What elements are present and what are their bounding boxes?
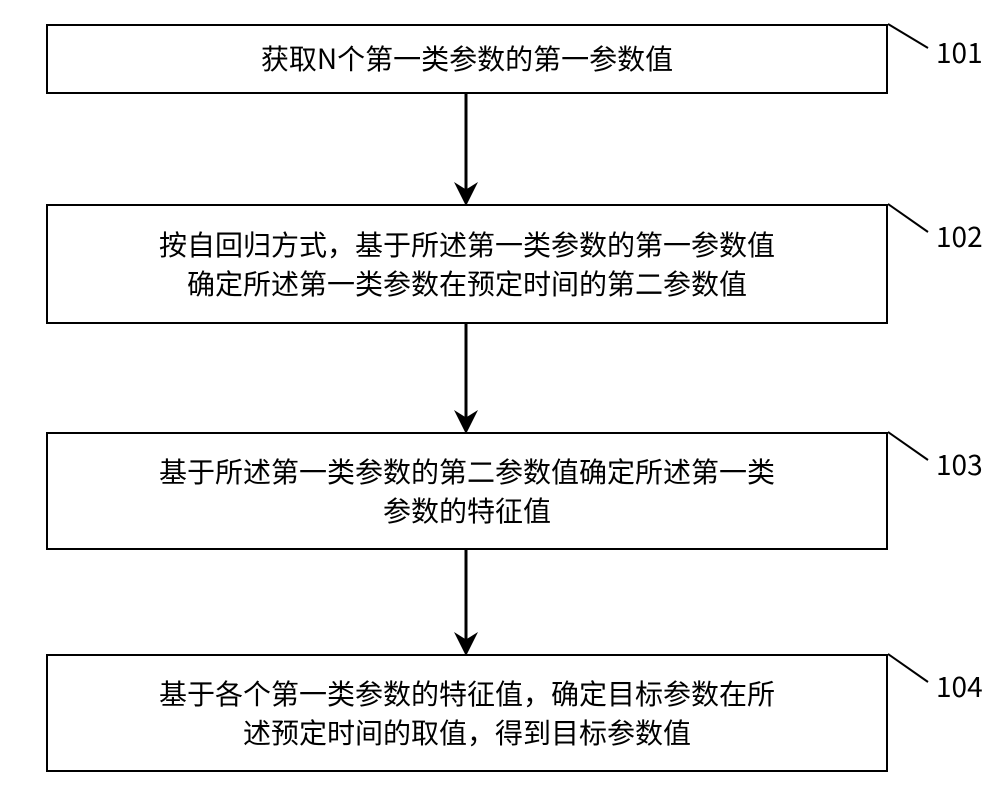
flowchart-canvas: 获取N个第一类参数的第一参数值 101 按自回归方式，基于所述第一类参数的第一参… — [0, 0, 1000, 793]
label-leaders — [888, 24, 928, 682]
leader-1 — [888, 24, 928, 48]
flow-edges — [0, 0, 1000, 793]
leader-2 — [888, 204, 928, 232]
leader-3 — [888, 432, 928, 460]
leader-4 — [888, 654, 928, 682]
